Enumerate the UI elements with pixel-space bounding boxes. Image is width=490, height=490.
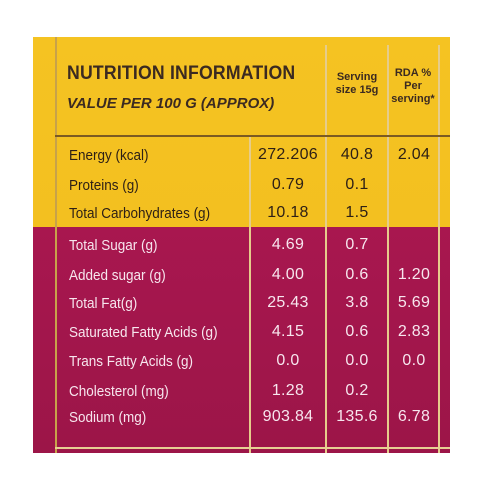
row-label: Sodium (mg) <box>69 409 147 426</box>
column-divider-rda <box>387 45 389 453</box>
rda-header: RDA % Per serving* <box>391 67 435 105</box>
rda-value: 5.69 <box>397 294 431 311</box>
per-100g-value: 0.0 <box>276 352 300 369</box>
bottom-rule <box>55 447 450 449</box>
row-label: Cholesterol (mg) <box>69 383 169 400</box>
rda-value: 6.78 <box>397 408 431 425</box>
per-100g-value: 272.206 <box>258 146 318 163</box>
per-serving-value: 40.8 <box>340 146 374 163</box>
column-divider-edge <box>438 45 440 453</box>
nutrition-table: NUTRITION INFORMATION VALUE PER 100 G (A… <box>33 37 450 453</box>
row-label: Total Carbohydrates (g) <box>69 205 211 222</box>
row-label: Added sugar (g) <box>69 267 166 284</box>
row-label: Total Sugar (g) <box>69 237 158 254</box>
per-serving-value: 0.7 <box>345 236 369 253</box>
per-serving-value: 135.6 <box>336 408 378 425</box>
rda-value: 2.83 <box>397 323 431 340</box>
per-100g-value: 25.43 <box>267 294 309 311</box>
per-100g-value: 0.79 <box>271 176 305 193</box>
left-border <box>55 37 57 453</box>
row-label: Energy (kcal) <box>69 147 149 164</box>
per-serving-value: 1.5 <box>345 204 369 221</box>
per-serving-value: 3.8 <box>345 294 369 311</box>
row-label: Total Fat(g) <box>69 295 138 312</box>
per-serving-value: 0.0 <box>345 352 369 369</box>
per-100g-value: 1.28 <box>271 382 305 399</box>
column-divider-serving <box>325 45 327 453</box>
header-rule <box>55 135 450 137</box>
per-100g-value: 4.00 <box>271 266 305 283</box>
per-serving-value: 0.6 <box>345 266 369 283</box>
rda-value: 2.04 <box>397 146 431 163</box>
serving-size-header: Serving size 15g <box>335 71 379 96</box>
table-subtitle: VALUE PER 100 G (APPROX) <box>67 95 275 112</box>
rda-value: 0.0 <box>402 352 426 369</box>
per-100g-value: 4.69 <box>271 236 305 253</box>
column-divider-per100 <box>249 135 251 453</box>
per-serving-value: 0.1 <box>345 176 369 193</box>
row-label: Saturated Fatty Acids (g) <box>69 324 218 341</box>
row-label: Trans Fatty Acids (g) <box>69 353 194 370</box>
row-label: Proteins (g) <box>69 177 139 194</box>
per-serving-value: 0.2 <box>345 382 369 399</box>
per-100g-value: 10.18 <box>267 204 309 221</box>
rda-value: 1.20 <box>397 266 431 283</box>
per-serving-value: 0.6 <box>345 323 369 340</box>
table-title: NUTRITION INFORMATION <box>67 63 296 84</box>
per-100g-value: 903.84 <box>262 408 314 425</box>
per-100g-value: 4.15 <box>271 323 305 340</box>
